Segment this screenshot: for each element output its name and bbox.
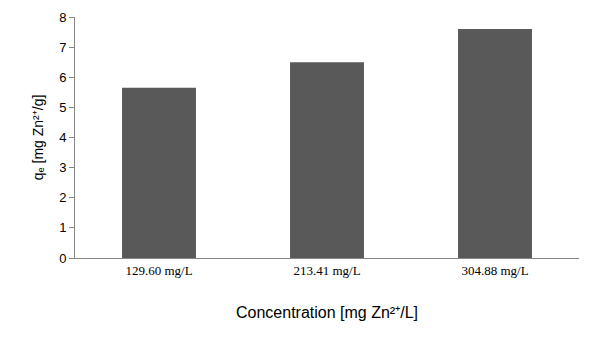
svg-text:0: 0 — [59, 251, 66, 266]
svg-text:1: 1 — [59, 220, 66, 235]
svg-text:213.41 mg/L: 213.41 mg/L — [293, 263, 360, 278]
svg-text:4: 4 — [59, 130, 66, 145]
svg-text:7: 7 — [59, 40, 66, 55]
svg-text:129.60 mg/L: 129.60 mg/L — [125, 263, 192, 278]
svg-text:Concentration [mg Zn²⁺/L]: Concentration [mg Zn²⁺/L] — [236, 304, 418, 321]
svg-text:6: 6 — [59, 70, 66, 85]
svg-text:8: 8 — [59, 10, 66, 25]
svg-text:5: 5 — [59, 100, 66, 115]
svg-text:3: 3 — [59, 160, 66, 175]
svg-text:304.88 mg/L: 304.88 mg/L — [461, 263, 528, 278]
svg-text:qₑ [mg Zn²⁺/g]: qₑ [mg Zn²⁺/g] — [30, 95, 46, 181]
svg-text:2: 2 — [59, 190, 66, 205]
